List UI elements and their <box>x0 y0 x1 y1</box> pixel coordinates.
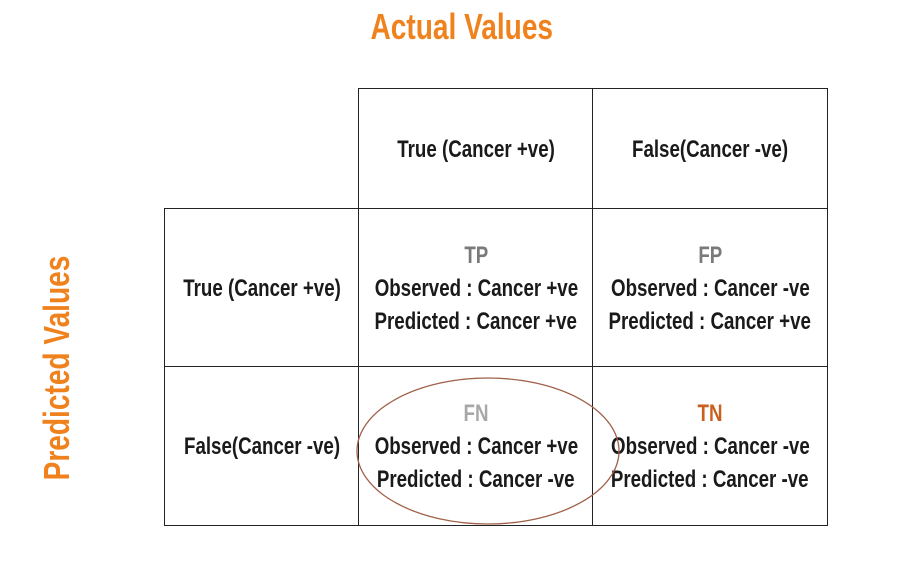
actual-values-title: Actual Values <box>370 6 554 47</box>
row-header-false-label: False(Cancer -ve) <box>183 432 341 460</box>
tp-observed: Observed : Cancer +ve <box>374 274 578 302</box>
tn-abbr: TN <box>697 399 723 427</box>
cell-false-negative: FN Observed : Cancer +ve Predicted : Can… <box>358 366 594 526</box>
fn-predicted: Predicted : Cancer -ve <box>377 465 575 493</box>
column-header-true: True (Cancer +ve) <box>358 88 594 210</box>
predicted-values-title: Predicted Values <box>36 255 77 481</box>
row-header-true: True (Cancer +ve) <box>164 208 360 368</box>
column-header-false: False(Cancer -ve) <box>592 88 828 210</box>
tp-abbr: TP <box>464 241 488 269</box>
tp-predicted: Predicted : Cancer +ve <box>374 307 578 335</box>
cell-false-positive: FP Observed : Cancer -ve Predicted : Can… <box>592 208 828 368</box>
tn-predicted: Predicted : Cancer -ve <box>611 465 809 493</box>
fn-observed: Observed : Cancer +ve <box>374 432 578 460</box>
fp-predicted: Predicted : Cancer +ve <box>608 307 812 335</box>
cell-true-positive: TP Observed : Cancer +ve Predicted : Can… <box>358 208 594 368</box>
fn-abbr: FN <box>463 399 489 427</box>
column-header-true-label: True (Cancer +ve) <box>397 135 555 163</box>
cell-true-negative: TN Observed : Cancer -ve Predicted : Can… <box>592 366 828 526</box>
tn-observed: Observed : Cancer -ve <box>610 432 810 460</box>
column-header-false-label: False(Cancer -ve) <box>631 135 789 163</box>
fp-observed: Observed : Cancer -ve <box>610 274 810 302</box>
fp-abbr: FP <box>698 241 722 269</box>
row-header-true-label: True (Cancer +ve) <box>183 274 341 302</box>
row-header-false: False(Cancer -ve) <box>164 366 360 526</box>
